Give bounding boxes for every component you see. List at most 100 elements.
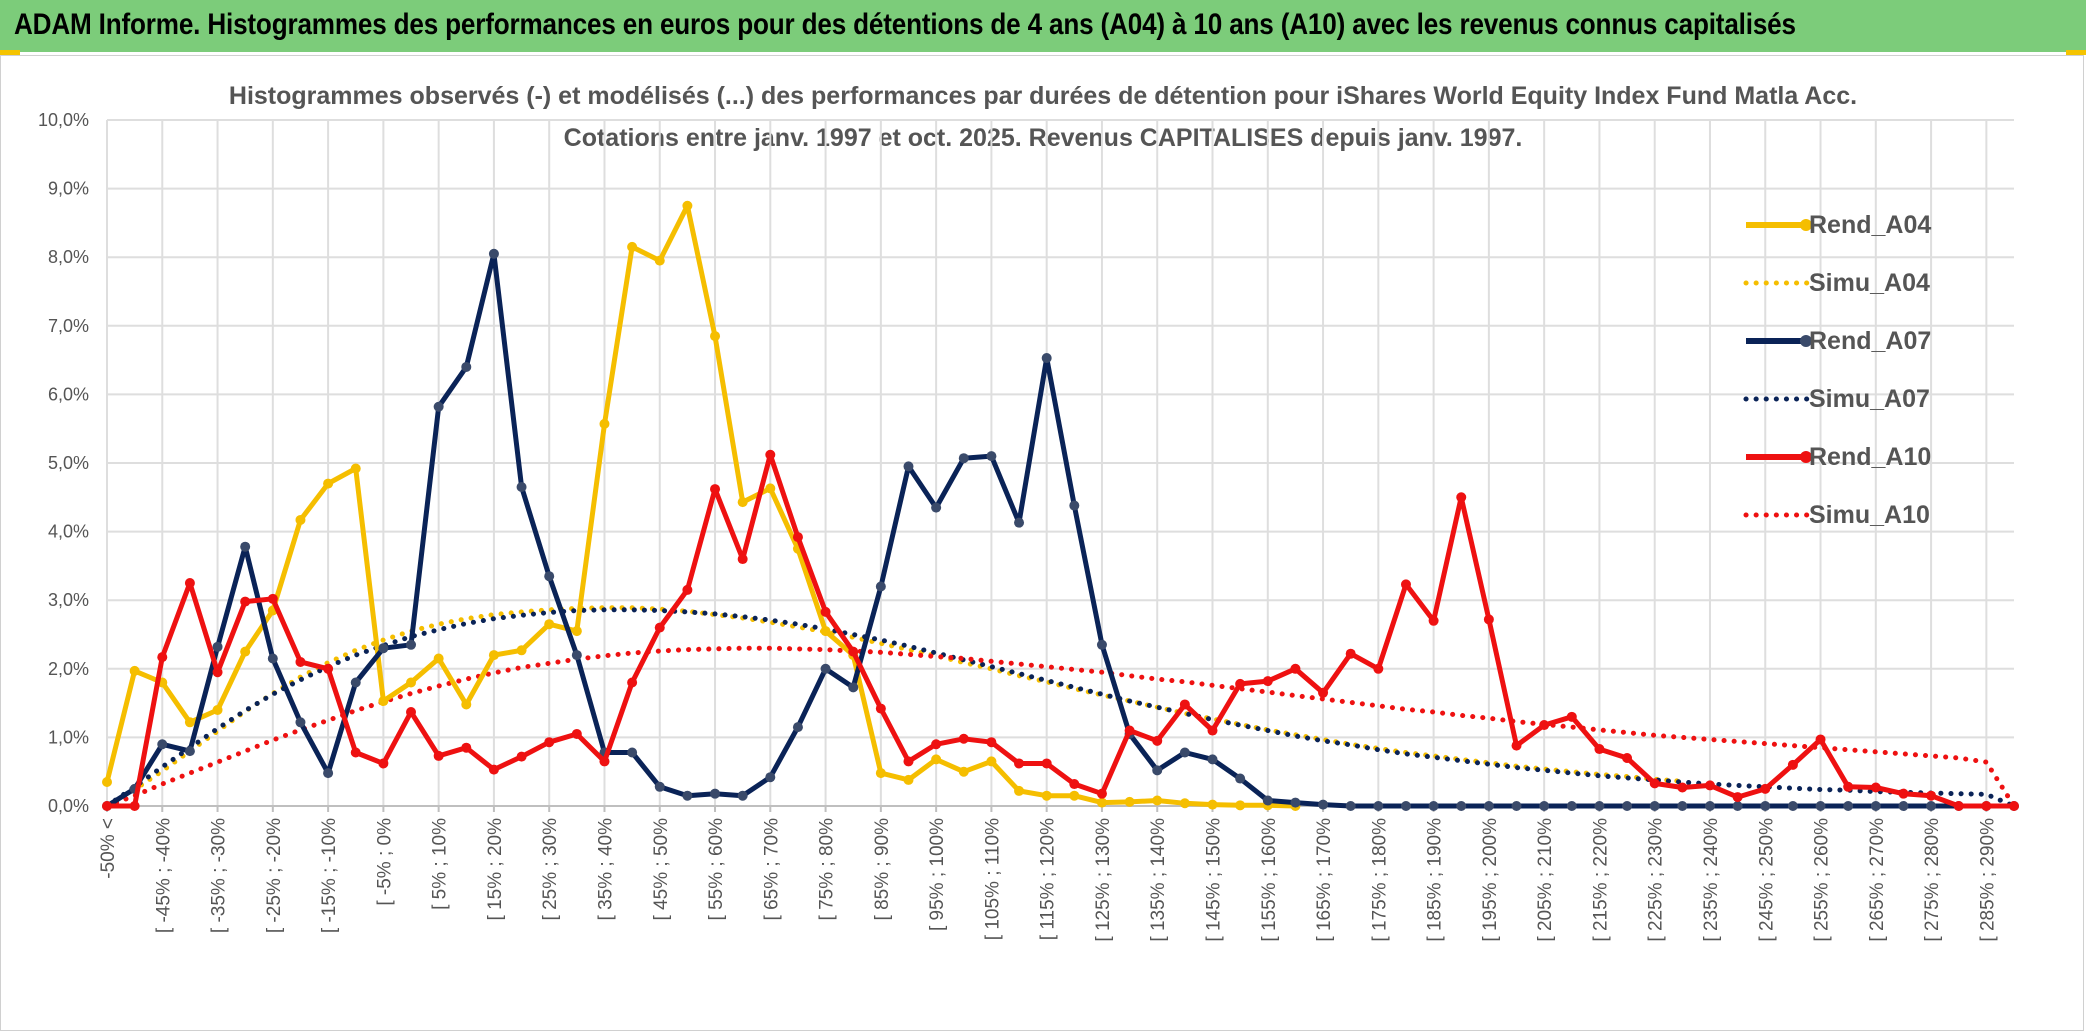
rend-a10-point: [986, 737, 997, 748]
rend-a07-point: [1096, 639, 1107, 650]
y-tick-label: 2,0%: [48, 659, 89, 679]
rend-a07-point: [571, 650, 582, 661]
rend-a04-point: [903, 774, 914, 785]
y-tick-label: 8,0%: [48, 247, 89, 267]
rend-a10-point: [1179, 699, 1190, 710]
rend-a04-point: [378, 696, 389, 707]
rend-a10-point: [1981, 801, 1992, 811]
rend-a04-point: [1235, 800, 1246, 811]
rend-a04-point: [1014, 785, 1025, 796]
rend-a10-point: [1014, 758, 1025, 769]
rend-a04-point: [931, 754, 942, 765]
rend-a07-point: [1787, 801, 1798, 811]
rend-a10-point: [1843, 781, 1854, 792]
x-tick-label: [ 35% ; 40%: [595, 818, 616, 921]
rend-a07-point: [1345, 801, 1356, 811]
rend-a07-point: [1014, 517, 1025, 528]
rend-a04-point: [433, 653, 444, 664]
rend-a10-point: [903, 756, 914, 767]
rend-a07-point: [157, 739, 168, 750]
title-bar-corner-right: [2066, 50, 2086, 55]
x-tick-label: [ -15% ; -10%: [319, 818, 340, 933]
rend-a07-point: [516, 482, 527, 493]
x-tick-label: [ 145% ; 150%: [1204, 818, 1225, 942]
rend-a07-point: [461, 361, 472, 372]
x-tick-label: [ 275% ; 280%: [1922, 818, 1943, 942]
y-tick-label: 7,0%: [48, 316, 89, 336]
rend-a10-point: [654, 622, 665, 633]
rend-a10-point: [1400, 579, 1411, 590]
legend: Rend_A04 Simu_A04 Rend_A07 Simu_A07 Rend_A10…: [1743, 211, 1931, 529]
rend-a04-point: [184, 717, 195, 728]
rend-a07-point: [820, 663, 831, 674]
rend-a10-point: [1732, 792, 1743, 803]
rend-a10-point: [848, 646, 859, 657]
x-tick-label: [ -45% ; -40%: [153, 818, 174, 933]
rend-a07-point: [627, 747, 638, 758]
rend-a10-point: [1566, 711, 1577, 722]
x-tick-label: [ 135% ; 140%: [1148, 818, 1169, 942]
rend-a04-point: [958, 766, 969, 777]
rend-a10-point: [765, 449, 776, 460]
y-tick-label: 5,0%: [48, 453, 89, 473]
rend-a04-point: [820, 626, 831, 637]
rend-a04-point: [350, 463, 361, 474]
rend-a07-point: [1152, 765, 1163, 776]
page-title: ADAM Informe. Histogrammes des performan…: [14, 8, 1796, 41]
rend-a04-point: [461, 699, 472, 710]
y-tick-label: 0,0%: [48, 796, 89, 816]
simu-a10-line: [104, 645, 2017, 809]
rend-a10-point: [350, 747, 361, 758]
chart: Histogrammes observés (-) et modélisés (…: [38, 82, 2019, 942]
rend-a07-point: [1649, 801, 1660, 811]
rend-a10-point: [599, 756, 610, 767]
x-tick-label: [ 285% ; 290%: [1977, 818, 1998, 942]
rend-a07-point: [240, 541, 251, 552]
rend-a07-point: [1069, 500, 1080, 511]
rend-a07-point: [1566, 801, 1577, 811]
rend-a07-point: [958, 453, 969, 464]
x-tick-label: [ 265% ; 270%: [1867, 818, 1888, 942]
x-tick-label: [ 155% ; 160%: [1259, 818, 1280, 942]
y-tick-label: 10,0%: [38, 110, 89, 130]
rend-a04-point: [1041, 790, 1052, 801]
x-tick-label: [ 125% ; 130%: [1093, 818, 1114, 942]
x-tick-label: [ 185% ; 190%: [1425, 818, 1446, 942]
simu-a07-line: [104, 607, 2017, 809]
rend-a07-point: [682, 790, 693, 801]
rend-a10-point: [295, 656, 306, 667]
rend-a10-point: [820, 606, 831, 617]
rend-a07-point: [1318, 799, 1329, 810]
rend-a10-point: [958, 733, 969, 744]
x-tick-label: -50% <: [98, 818, 119, 879]
rend-a04-point: [1152, 795, 1163, 806]
rend-a10-point: [1207, 725, 1218, 736]
rend-a10-point: [571, 728, 582, 739]
x-tick-label: [ 245% ; 250%: [1756, 818, 1777, 942]
chart-subtitle: Cotations entre janv. 1997 et oct. 2025.…: [564, 124, 1523, 152]
rend-a04-point: [406, 677, 417, 688]
rend-a07-point: [1373, 801, 1384, 811]
rend-a04-point: [1207, 799, 1218, 810]
rend-a07-point: [875, 581, 886, 592]
x-tick-label: [ 55% ; 60%: [706, 818, 727, 921]
rend-a07-point: [1594, 801, 1605, 811]
x-tick-label: [ 225% ; 230%: [1646, 818, 1667, 942]
rend-a10-point: [129, 801, 140, 811]
x-tick-label: [ 215% ; 220%: [1590, 818, 1611, 942]
rend-a10-point: [1511, 740, 1522, 751]
rend-a10-point: [1677, 782, 1688, 793]
rend-a04-point: [875, 768, 886, 779]
rend-a04-point: [627, 241, 638, 252]
rend-a04-point: [571, 626, 582, 637]
rend-a04-line: [104, 203, 1296, 809]
rend-a07-point: [350, 677, 361, 688]
rend-a10-point: [931, 739, 942, 750]
rend-a04-point: [1124, 796, 1135, 807]
rend-a07-point: [710, 788, 721, 799]
rend-a10-point: [875, 703, 886, 714]
y-tick-label: 1,0%: [48, 727, 89, 747]
rend-a10-point: [710, 484, 721, 495]
rend-a10-point: [433, 750, 444, 761]
x-tick-label: [ 85% ; 90%: [872, 818, 893, 921]
